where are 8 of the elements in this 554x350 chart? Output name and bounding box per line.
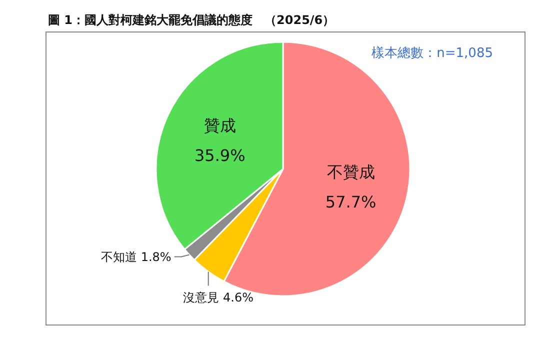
slice-label: 不知道 1.8% <box>101 250 172 264</box>
text: 樣本總數：n=1,085 <box>372 46 493 61</box>
slice-label: 沒意見 4.6% <box>183 290 254 305</box>
slice-label: 贊成 <box>204 116 236 136</box>
data-label: 35.9% <box>194 146 246 166</box>
slice-label: 不贊成 <box>326 162 375 182</box>
chart-title: 圖 1：國人對柯建銘大罷免倡議的態度 （2025/6） <box>48 13 335 27</box>
data-label: 57.7% <box>325 192 376 212</box>
